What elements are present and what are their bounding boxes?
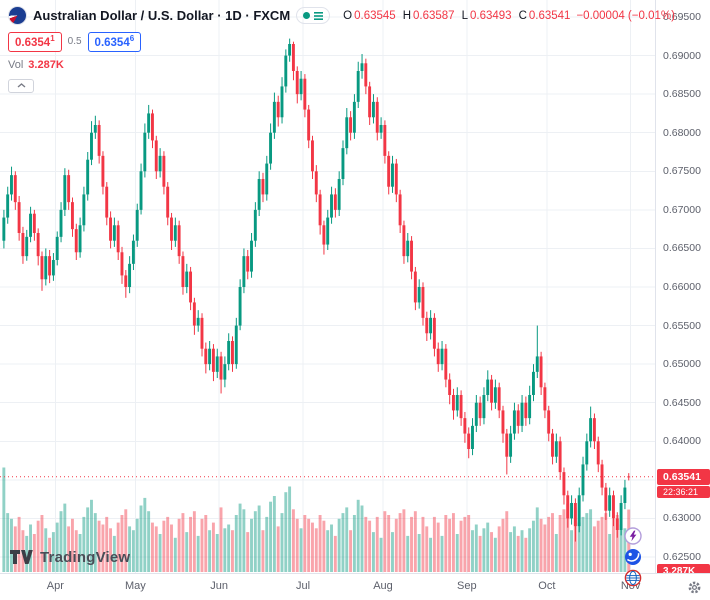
- collapse-legend-button[interactable]: [8, 78, 34, 93]
- chart-plot-area[interactable]: [0, 0, 655, 573]
- lightning-icon: [624, 527, 642, 545]
- blue-sphere-icon: [625, 549, 641, 565]
- price-axis-label: 0.64500: [663, 396, 701, 409]
- bar-countdown: 22:36:21: [657, 485, 710, 498]
- price-axis-label: 0.69500: [663, 11, 701, 23]
- close-value: 0.63541: [528, 9, 571, 22]
- chart-legend: Australian Dollar / U.S. Dollar · 1D · F…: [8, 6, 675, 93]
- open-value: 0.63545: [354, 9, 396, 22]
- sentiment-button[interactable]: [624, 548, 642, 566]
- price-axis-label: 0.66000: [663, 280, 701, 293]
- price-axis-label: 0.69000: [663, 49, 701, 62]
- price-axis-label: 0.68500: [663, 88, 701, 101]
- price-axis-label: 0.65000: [663, 358, 701, 371]
- high-value: 0.63587: [413, 9, 455, 22]
- time-axis-label: Apr: [46, 580, 64, 592]
- time-axis-label: Jun: [210, 580, 229, 592]
- price-axis-label: 0.63000: [663, 512, 701, 525]
- bid-price-box[interactable]: 0.63541: [8, 32, 62, 52]
- price-axis[interactable]: 0.63541 22:36:21 3.287K 0.69500 0.69000 0.…: [655, 0, 710, 578]
- price-axis-label: 0.64000: [663, 435, 701, 448]
- close-label: C: [518, 9, 527, 22]
- instrument-icon[interactable]: [8, 6, 27, 25]
- chevron-up-icon: [17, 83, 25, 88]
- high-label: H: [402, 9, 411, 22]
- low-label: L: [461, 9, 468, 22]
- market-status-pill[interactable]: [296, 7, 331, 24]
- market-open-dot: [303, 12, 311, 19]
- ask-price-box[interactable]: 0.63546: [87, 32, 142, 52]
- exchange-globe-button[interactable]: [624, 569, 642, 587]
- axis-settings-button[interactable]: [687, 580, 702, 595]
- time-axis-label: Oct: [538, 580, 556, 592]
- symbol-title[interactable]: Australian Dollar / U.S. Dollar · 1D · F…: [33, 8, 291, 23]
- time-axis[interactable]: Apr May Jun Jul Aug Sep Oct Nov: [0, 573, 710, 600]
- price-axis-label: 0.66500: [663, 242, 701, 255]
- last-price-value: 0.63541: [657, 468, 710, 485]
- gear-icon: [688, 581, 701, 594]
- price-axis-label: 0.68000: [663, 126, 701, 139]
- change-value: −0.00004 (−0.01%): [576, 9, 675, 22]
- tradingview-logo[interactable]: TradingView: [10, 549, 130, 566]
- volume-value: 3.287K: [28, 58, 64, 71]
- spread-value: 0.5: [67, 36, 82, 48]
- time-axis-label: Aug: [373, 580, 393, 592]
- price-axis-label: 0.67500: [663, 165, 701, 178]
- list-icon: [314, 11, 324, 20]
- candlestick-chart[interactable]: [0, 0, 655, 573]
- ideas-stream-button[interactable]: [624, 527, 642, 545]
- globe-icon: [624, 569, 642, 587]
- price-axis-label: 0.65500: [663, 319, 701, 332]
- low-value: 0.63493: [469, 9, 512, 22]
- tradingview-mark-icon: [10, 550, 33, 564]
- price-axis-label: 0.62500: [663, 550, 701, 563]
- ohlc-values: O 0.63545 H 0.63587 L 0.63493 C 0.63541 −0.0…: [338, 10, 675, 22]
- last-price-axis-label: 0.63541 22:36:21: [657, 468, 710, 498]
- time-axis-label: Sep: [457, 580, 477, 592]
- tradingview-wordmark: TradingView: [40, 549, 131, 566]
- price-axis-label: 0.67000: [663, 203, 701, 216]
- time-axis-label: Jul: [295, 580, 311, 592]
- floating-buttons: [624, 527, 642, 587]
- open-label: O: [343, 9, 353, 22]
- volume-label[interactable]: Vol: [8, 58, 24, 71]
- time-axis-label: May: [124, 580, 146, 592]
